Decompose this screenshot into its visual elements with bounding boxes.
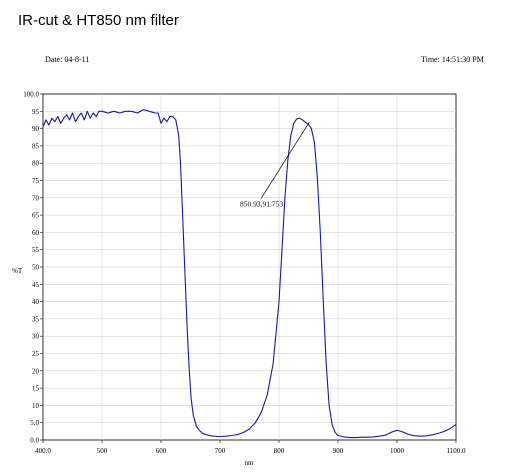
y-tick-label: 70 — [32, 194, 40, 202]
annotation-leader-line — [260, 122, 310, 199]
y-tick-label: 65 — [32, 212, 40, 220]
annotation-layer: 850.93,91.753 — [240, 122, 310, 209]
y-tick-label: 0.0 — [30, 437, 39, 445]
y-tick-label: 20 — [32, 367, 40, 375]
annotation-label: 850.93,91.753 — [240, 200, 283, 209]
y-tick-label: 10 — [32, 402, 40, 410]
y-tick-label: 40 — [32, 298, 40, 306]
transmission-series-line — [42, 109, 457, 439]
series-layer — [42, 109, 457, 439]
y-tick-label: 35 — [32, 315, 40, 323]
x-tick-label: 400.0 — [35, 447, 51, 455]
x-tick-label: 800 — [274, 447, 285, 455]
x-tick-label: 600 — [156, 447, 167, 455]
y-tick-label: 45 — [32, 281, 40, 289]
y-tick-label: 75 — [32, 177, 40, 185]
y-tick-label: 55 — [32, 246, 40, 254]
y-tick-label: 25 — [32, 350, 40, 358]
x-tick-label: 1000 — [390, 447, 405, 455]
y-tick-label: 90 — [32, 125, 40, 133]
date-label: Date: 04-8-11 — [45, 55, 90, 64]
y-tick-label: 60 — [32, 229, 40, 237]
chart-title: IR-cut & HT850 nm filter — [18, 12, 179, 29]
y-tick-label: 85 — [32, 142, 40, 150]
x-axis-label: nm — [245, 459, 255, 467]
x-tick-label: 700 — [215, 447, 226, 455]
x-tick-label: 1100.0 — [447, 447, 466, 455]
axis-ticks: 0.0 5.0 10 15 20 25 30 35 40 45 50 55 60 65 70 75 80 85 90… — [23, 91, 466, 456]
y-tick-label: 100.0 — [23, 91, 39, 99]
y-tick-label: 50 — [32, 264, 40, 272]
y-tick-label: 30 — [32, 333, 40, 341]
y-tick-label: 95 — [32, 108, 40, 116]
y-tick-label: 5.0 — [30, 419, 39, 427]
y-axis-label: %T — [12, 267, 23, 275]
time-label: Time: 14:51:30 PM — [421, 55, 484, 64]
y-tick-label: 15 — [32, 385, 40, 393]
x-tick-label: 900 — [333, 447, 344, 455]
grid-lines — [43, 94, 456, 440]
y-tick-label: 80 — [32, 160, 40, 168]
x-tick-label: 500 — [97, 447, 108, 455]
